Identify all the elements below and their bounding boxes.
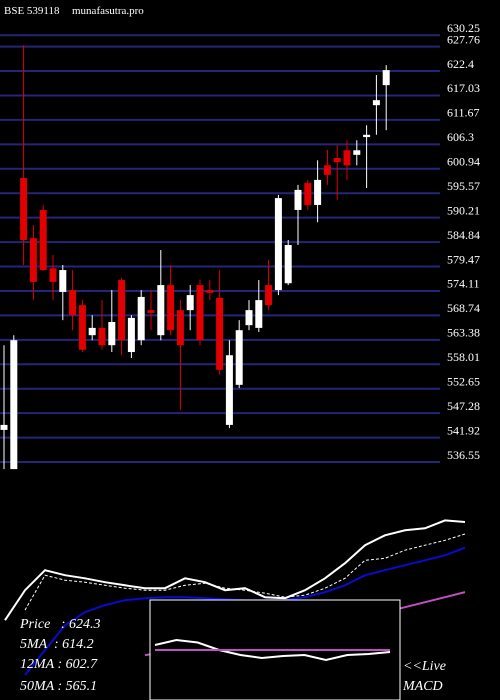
- legend-entry: 50MA : 565.1: [20, 679, 97, 694]
- candle-body: [265, 285, 273, 306]
- candle-body: [235, 330, 243, 385]
- candle-body: [118, 280, 126, 341]
- candle-body: [137, 296, 145, 341]
- candle-body: [284, 245, 292, 284]
- candle-body: [225, 355, 233, 425]
- y-tick-label: 574.11: [447, 277, 480, 291]
- candle-body: [294, 189, 302, 210]
- candle-body: [39, 209, 47, 271]
- candle-body: [363, 134, 371, 138]
- y-tick-label: 536.55: [447, 448, 480, 462]
- candle-body: [382, 70, 390, 86]
- series-line: [154, 638, 391, 662]
- candle-body: [29, 238, 37, 282]
- legend-entry: 12MA : 602.7: [20, 657, 98, 672]
- candle-body: [88, 327, 96, 336]
- y-tick-label: 541.92: [447, 423, 480, 437]
- candle-body: [59, 270, 67, 292]
- candle-body: [186, 295, 194, 311]
- candle-body: [157, 285, 165, 336]
- y-tick-label: 627.76: [447, 32, 480, 46]
- y-tick-label: 617.03: [447, 81, 480, 95]
- legend-entry: 5MA : 614.2: [20, 637, 94, 652]
- candle-body: [353, 150, 361, 155]
- macd-panel: [154, 638, 391, 662]
- legend-entry: Price : 624.3: [19, 617, 100, 632]
- candle-body: [176, 310, 184, 346]
- candle-body: [147, 310, 155, 313]
- y-tick-label: 568.74: [447, 301, 480, 315]
- candle-body: [216, 297, 224, 370]
- y-tick-label: 600.94: [447, 155, 480, 169]
- candle-body: [372, 100, 380, 106]
- y-tick-label: 579.47: [447, 252, 480, 266]
- candle-body: [127, 317, 135, 353]
- y-tick-label: 606.3: [447, 130, 474, 144]
- candle-body: [69, 290, 77, 316]
- candle-body: [333, 158, 341, 163]
- y-tick-label: 584.84: [447, 228, 480, 242]
- candle-body: [20, 178, 28, 240]
- y-tick-label: 558.01: [447, 350, 480, 364]
- y-tick-label: 563.38: [447, 326, 480, 340]
- candle-body: [304, 183, 312, 205]
- candle-body: [314, 179, 322, 205]
- candle-body: [274, 198, 282, 291]
- candle-body: [10, 340, 18, 470]
- chart-subtitle: munafasutra.pro: [72, 5, 144, 17]
- candle-body: [323, 165, 331, 175]
- candle-body: [255, 300, 263, 328]
- candle-body: [78, 305, 86, 350]
- candle-body: [49, 268, 57, 282]
- candle-body: [167, 285, 175, 331]
- candle-body: [196, 285, 204, 341]
- y-tick-label: 595.57: [447, 179, 480, 193]
- candle-body: [206, 290, 214, 293]
- y-tick-label: 622.4: [447, 57, 474, 71]
- annotation: MACD: [402, 679, 443, 694]
- y-tick-label: 590.21: [447, 203, 480, 217]
- chart-title: BSE 539118: [4, 5, 60, 17]
- candle-body: [245, 310, 253, 326]
- y-tick-label: 630.25: [447, 21, 480, 35]
- annotation: <<Live: [403, 659, 446, 674]
- y-tick-label: 552.65: [447, 374, 480, 388]
- candle-body: [98, 327, 106, 346]
- candle-body: [108, 321, 116, 346]
- y-tick-label: 547.28: [447, 399, 480, 413]
- candle-body: [343, 150, 351, 166]
- series-line: [24, 533, 466, 611]
- candle-body: [0, 424, 8, 430]
- y-tick-label: 611.67: [447, 106, 480, 120]
